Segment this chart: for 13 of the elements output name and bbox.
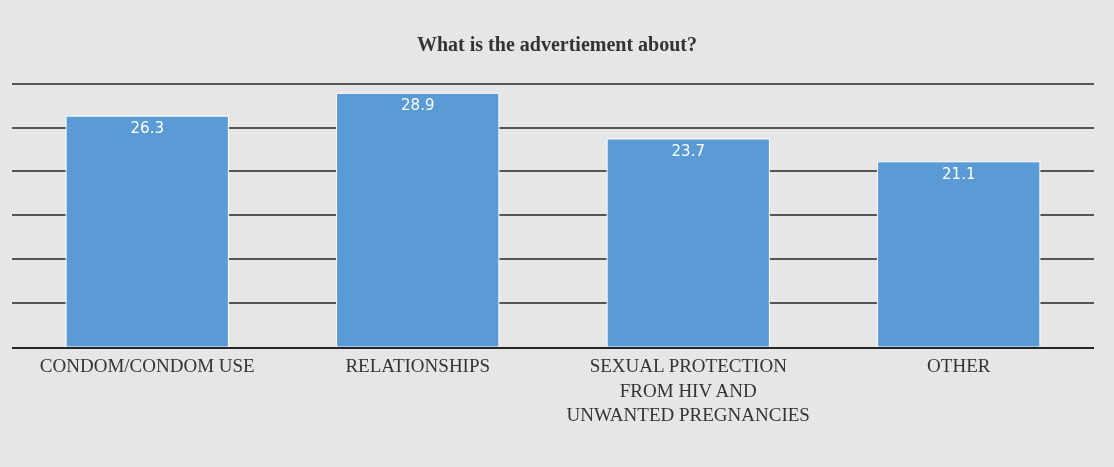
x-tick-label: SEXUAL PROTECTION FROM HIV AND UNWANTED PREGNANCIES [566, 354, 810, 426]
data-label: 21.1 [942, 164, 976, 183]
x-tick-label: OTHER [927, 354, 991, 376]
chart-title: What is the advertiement about? [417, 33, 697, 56]
bar [336, 92, 500, 347]
bar [65, 115, 229, 347]
bar [606, 138, 770, 347]
bar [877, 161, 1041, 347]
data-label: 23.7 [671, 141, 705, 160]
data-label: 28.9 [401, 96, 435, 115]
x-tick-label: RELATIONSHIPS [345, 354, 491, 376]
x-tick-label: CONDOM/CONDOM USE [39, 354, 255, 376]
data-label: 26.3 [130, 119, 164, 138]
